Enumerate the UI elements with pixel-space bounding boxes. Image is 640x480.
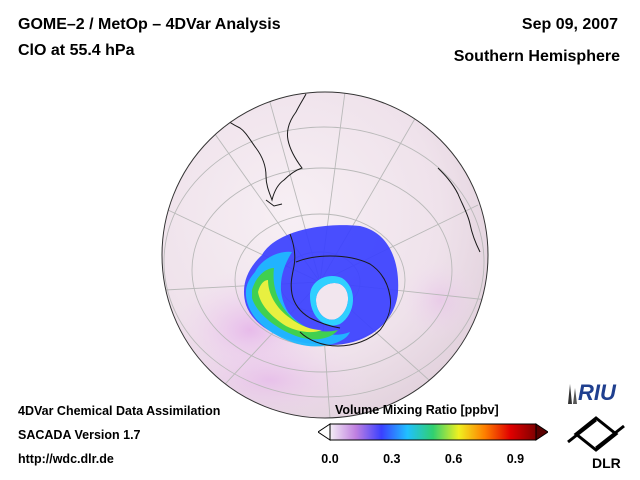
species-level: ClO at 55.4 hPa (18, 42, 135, 59)
riu-logo: RIU (568, 380, 617, 405)
clo-vortex-green (252, 268, 338, 340)
colorbar-tick-1: 0.3 (383, 452, 401, 466)
antarctic-peninsula (289, 233, 341, 329)
footer-url: http://wdc.dlr.de (18, 452, 114, 466)
hemisphere-label: Southern Hemisphere (453, 48, 620, 65)
clo-haze-east (400, 260, 480, 340)
colorbar-gradient (329, 423, 537, 441)
riu-logo-text: RIU (578, 380, 617, 405)
clo-inner-ring (310, 276, 354, 326)
colorbar-right-arrow (535, 423, 548, 441)
coastlines (214, 93, 481, 347)
footer-line-1: 4DVar Chemical Data Assimilation (18, 404, 221, 418)
colorbar-tick-3: 0.9 (506, 452, 525, 466)
clo-inner-cutout (316, 282, 349, 320)
south-america-coast (214, 93, 307, 202)
colorbar-tick-0: 0.0 (321, 452, 339, 466)
colorbar-title: Volume Mixing Ratio [ppbv] (335, 403, 499, 417)
antarctica-coast (295, 255, 391, 347)
tierra-del-fuego (265, 199, 283, 207)
graticule (163, 92, 488, 418)
date: Sep 09, 2007 (521, 16, 618, 33)
clo-vortex-yellow (258, 280, 322, 333)
colorbar (318, 423, 548, 441)
globe-outline (161, 91, 489, 419)
dlr-logo-text: DLR (592, 455, 621, 471)
dlr-logo: DLR (567, 416, 625, 471)
title: GOME–2 / MetOp – 4DVar Analysis (18, 16, 281, 33)
colorbar-tick-2: 0.6 (444, 452, 463, 466)
footer-line-2: SACADA Version 1.7 (18, 428, 141, 442)
clo-field (243, 225, 399, 347)
africa-coast (437, 167, 481, 253)
colorbar-left-arrow (318, 423, 331, 441)
